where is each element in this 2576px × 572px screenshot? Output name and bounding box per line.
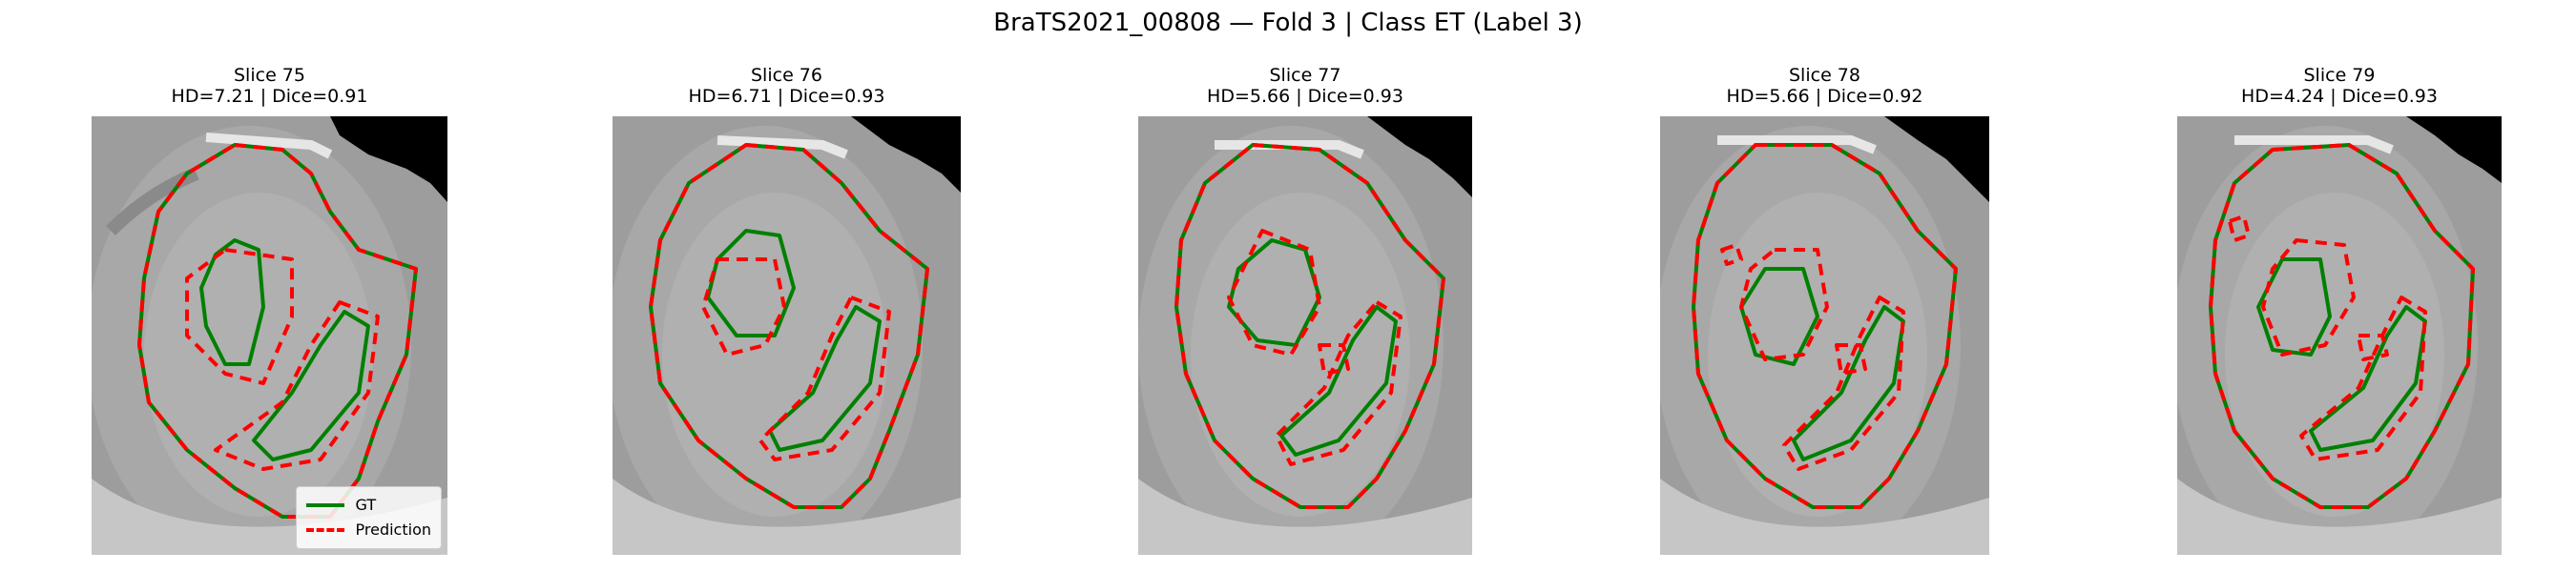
prediction-contour <box>758 296 891 461</box>
slice-label: Slice 75 <box>234 65 305 86</box>
figure-title: BraTS2021_00808 — Fold 3 | Class ET (Lab… <box>993 9 1583 37</box>
gt-contour <box>199 238 265 366</box>
slice-label: Slice 76 <box>751 65 822 86</box>
panel-title: Slice 76 HD=6.71 | Dice=0.93 <box>422 65 1152 107</box>
panel-title: Slice 78 HD=5.66 | Dice=0.92 <box>1469 65 2180 107</box>
prediction-contour <box>1275 300 1402 466</box>
metrics-label: HD=7.21 | Dice=0.91 <box>171 86 368 107</box>
prediction-contour <box>2261 238 2356 357</box>
prediction-contour <box>1692 143 1958 509</box>
prediction-contour <box>2357 334 2389 361</box>
prediction-contour <box>214 300 380 471</box>
legend-gt-label: GT <box>355 496 377 514</box>
slice-label: Slice 78 <box>1789 65 1860 86</box>
gt-contour <box>1227 238 1321 347</box>
metrics-label: HD=5.66 | Dice=0.93 <box>1207 86 1403 107</box>
panel-title: Slice 77 HD=5.66 | Dice=0.93 <box>947 65 1663 107</box>
prediction-contour <box>185 248 294 385</box>
prediction-contour <box>1720 243 1743 266</box>
gt-contour <box>706 229 796 337</box>
prediction-contour <box>1782 296 1905 471</box>
gt-contour <box>768 305 882 452</box>
prediction-contour <box>1835 343 1867 376</box>
legend-prediction-label: Prediction <box>355 521 431 539</box>
legend-item-gt: GT <box>305 493 431 518</box>
panel-title: Slice 79 HD=4.24 | Dice=0.93 <box>1986 65 2576 107</box>
slice-label: Slice 79 <box>2303 65 2376 86</box>
prediction-swatch <box>305 528 344 532</box>
prediction-contour <box>1739 248 1829 361</box>
mri-slice-image <box>1660 116 1989 555</box>
legend-item-prediction: Prediction <box>305 518 431 542</box>
gt-contour <box>252 310 370 461</box>
gt-swatch <box>305 503 344 507</box>
prediction-contour <box>2228 214 2251 242</box>
prediction-contour <box>2209 143 2475 509</box>
mri-slice-image <box>613 116 961 555</box>
prediction-contour <box>701 257 786 357</box>
prediction-contour <box>1227 229 1321 357</box>
metrics-label: HD=4.24 | Dice=0.93 <box>2241 86 2438 107</box>
prediction-contour <box>649 143 929 509</box>
prediction-contour <box>2299 296 2427 461</box>
mri-slice-image: GT Prediction <box>92 116 447 555</box>
metrics-label: HD=5.66 | Dice=0.92 <box>1726 86 1923 107</box>
legend: GT Prediction <box>295 486 442 549</box>
gt-contour <box>1279 305 1398 457</box>
gt-contour <box>2256 257 2332 357</box>
prediction-contour <box>1318 343 1350 376</box>
mri-slice-image <box>1138 116 1472 555</box>
prediction-contour <box>1174 143 1445 509</box>
mri-slice-image <box>2177 116 2502 555</box>
metrics-label: HD=6.71 | Dice=0.93 <box>688 86 885 107</box>
slice-label: Slice 77 <box>1269 65 1341 86</box>
panel-title: Slice 75 HD=7.21 | Dice=0.91 <box>0 65 638 107</box>
